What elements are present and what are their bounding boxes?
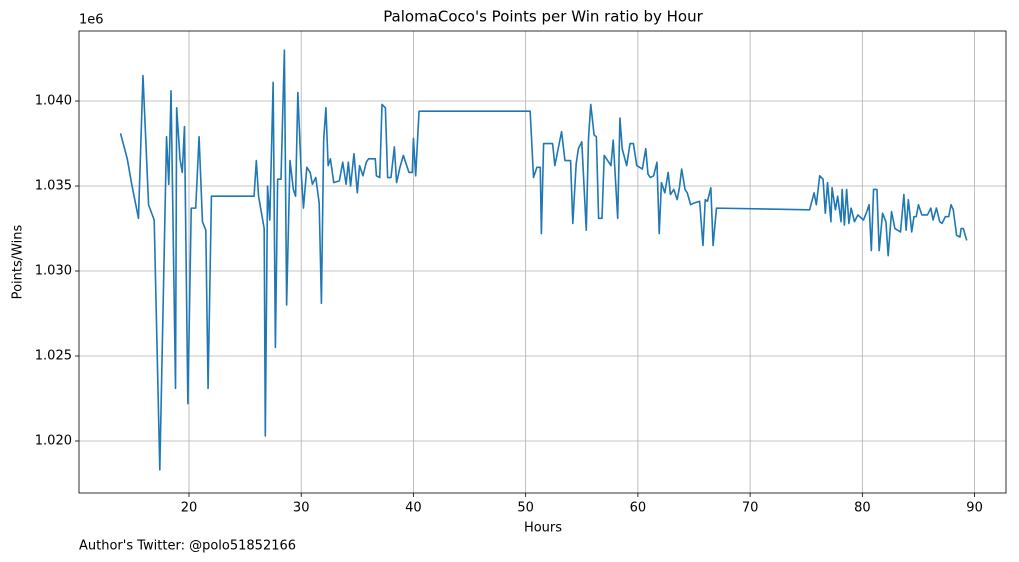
y-axis-label: Points/Wins [11, 224, 26, 299]
x-tick-label: 70 [742, 501, 759, 516]
line-series [119, 49, 968, 471]
x-tick-label: 50 [517, 501, 534, 516]
footnote: Author's Twitter: @polo51852166 [79, 539, 296, 554]
axis-offset: 1e6 [79, 13, 104, 28]
y-tick-label: 1.020 [35, 433, 72, 448]
y-tick-label: 1.040 [35, 94, 72, 109]
x-tick-label: 80 [854, 501, 871, 516]
y-tick-label: 1.035 [35, 179, 72, 194]
y-tick-label: 1.030 [35, 264, 72, 279]
plot-frame [78, 30, 1007, 494]
x-tick-label: 20 [181, 501, 198, 516]
x-axis-label: Hours [524, 521, 562, 536]
y-tick-label: 1.025 [35, 348, 72, 363]
chart-title: PalomaCoco's Points per Win ratio by Hou… [383, 8, 703, 26]
x-tick-label: 30 [293, 501, 310, 516]
x-tick-label: 90 [966, 501, 983, 516]
x-tick-label: 40 [405, 501, 422, 516]
x-tick-label: 60 [630, 501, 647, 516]
